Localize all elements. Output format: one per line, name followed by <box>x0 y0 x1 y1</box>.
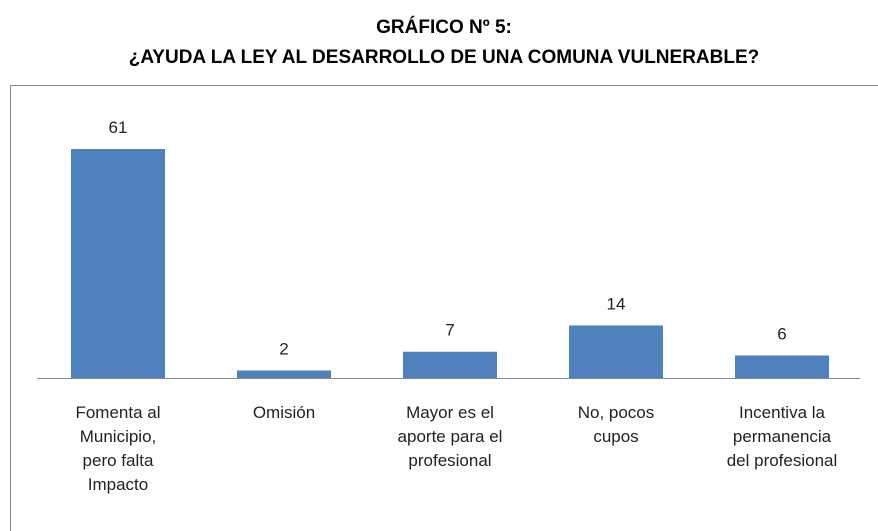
chart-title: GRÁFICO Nº 5: <box>376 16 512 38</box>
x-tick-label: Mayor es el aporte para el profesional <box>398 403 503 470</box>
bar <box>735 355 829 378</box>
data-label: 61 <box>109 118 128 137</box>
data-label: 7 <box>445 321 454 340</box>
plot-frame <box>10 85 878 531</box>
x-tick-label: Incentiva la permanencia del profesional <box>727 403 838 470</box>
bar <box>403 351 497 378</box>
data-label: 14 <box>607 294 626 313</box>
chart-subtitle: ¿AYUDA LA LEY AL DESARROLLO DE UNA COMUN… <box>129 47 760 68</box>
data-label: 6 <box>777 324 786 343</box>
bar <box>71 149 165 378</box>
bar <box>237 370 331 378</box>
x-tick-label: No, pocos cupos <box>578 403 655 446</box>
x-tick-label: Fomenta al Municipio, pero falta Impacto <box>75 403 160 494</box>
x-tick-label: Omisión <box>253 403 315 422</box>
bar <box>569 325 663 378</box>
data-label: 2 <box>279 339 288 358</box>
